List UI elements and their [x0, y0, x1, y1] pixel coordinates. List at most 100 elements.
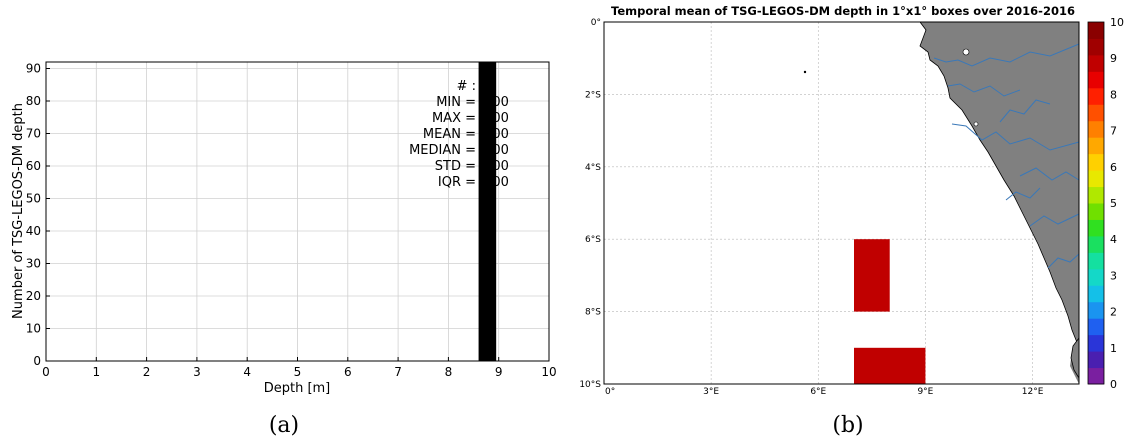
- histogram-y-axis-label: Number of TSG-LEGOS-DM depth: [11, 103, 26, 319]
- map-data-cells: [854, 239, 926, 384]
- colorbar-swatch: [1088, 71, 1104, 89]
- x-tick-label: 10: [541, 365, 556, 379]
- colorbar-swatch: [1088, 219, 1104, 237]
- stat-label: MEAN =: [423, 127, 476, 142]
- colorbar-swatch: [1088, 104, 1104, 122]
- x-tick-label: 0: [42, 365, 50, 379]
- colorbar-tick-label: 7: [1110, 125, 1117, 138]
- y-tick-label: 10: [26, 322, 41, 336]
- histogram-y-ticks: 0 10 20 30 40 50 60 70 80 90: [26, 62, 50, 368]
- panel-b-caption: (b): [832, 413, 863, 438]
- stat-label: MIN =: [436, 95, 476, 110]
- x-tick-label: 7: [394, 365, 402, 379]
- colorbar-frame: [1087, 21, 1105, 385]
- colorbar-swatch: [1088, 137, 1104, 155]
- data-cell: [854, 347, 926, 384]
- stat-label: MAX =: [432, 111, 476, 126]
- colorbar-swatch: [1088, 170, 1104, 188]
- latitude-tick-label: 0°: [591, 18, 601, 28]
- colorbar-swatch: [1088, 22, 1104, 39]
- y-tick-label: 80: [26, 94, 41, 108]
- colorbar: 0 1 2 3 4 5 6 7 8 9 10: [1087, 16, 1124, 391]
- x-tick-label: 4: [243, 365, 251, 379]
- colorbar-tick-label: 6: [1110, 161, 1117, 174]
- x-tick-label: 3: [193, 365, 201, 379]
- stat-value: 0.00: [480, 159, 509, 174]
- colorbar-swatch: [1088, 203, 1104, 220]
- colorbar-swatch: [1088, 285, 1104, 303]
- longitude-tick-label: 6°E: [810, 387, 826, 397]
- colorbar-tick-label: 5: [1110, 197, 1117, 210]
- y-tick-label: 50: [26, 192, 41, 206]
- y-tick-label: 20: [26, 289, 41, 303]
- colorbar-swatch: [1088, 334, 1104, 352]
- colorbar-tick-label: 2: [1110, 306, 1117, 319]
- panel-a-caption: (a): [269, 413, 299, 438]
- map-longitude-ticks: 0° 3°E 6°E 9°E 12°E: [605, 387, 1044, 397]
- colorbar-tick-label: 1: [1110, 342, 1117, 355]
- latitude-tick-label: 10°S: [579, 380, 601, 390]
- colorbar-tick-label: 4: [1110, 233, 1117, 246]
- stat-value: 0.00: [480, 175, 509, 190]
- latitude-tick-label: 4°S: [585, 163, 601, 173]
- colorbar-swatch: [1088, 268, 1104, 286]
- colorbar-swatch: [1088, 120, 1104, 138]
- colorbar-swatch: [1088, 38, 1104, 56]
- histogram-x-ticks: 0 1 2 3 4 5 6 7 8 9 10: [42, 357, 557, 379]
- colorbar-tick-label: 0: [1110, 378, 1117, 391]
- colorbar-swatch: [1088, 87, 1104, 105]
- x-tick-label: 8: [445, 365, 453, 379]
- colorbar-swatch: [1088, 252, 1104, 270]
- map-rivers: [933, 43, 1080, 269]
- histogram-stats-box: # : 92 MIN = 9.00 MAX = 9.00 MEAN = 9.00 MEDIAN …: [409, 79, 509, 190]
- stat-label: # :: [457, 79, 476, 94]
- colorbar-swatch: [1088, 367, 1104, 385]
- colorbar-swatch: [1088, 54, 1104, 72]
- stat-value: 9.00: [480, 127, 509, 142]
- x-tick-label: 6: [344, 365, 352, 379]
- map-panel: Temporal mean of TSG-LEGOS-DM depth in 1…: [579, 4, 1124, 438]
- x-tick-label: 9: [495, 365, 503, 379]
- y-tick-label: 30: [26, 257, 41, 271]
- map-land: [803, 21, 1080, 384]
- y-tick-label: 40: [26, 224, 41, 238]
- colorbar-tick-label: 10: [1110, 16, 1124, 29]
- stat-value: 92: [480, 79, 497, 94]
- colorbar-tick-label: 9: [1110, 52, 1117, 65]
- y-tick-label: 0: [33, 354, 41, 368]
- longitude-tick-label: 12°E: [1022, 387, 1044, 397]
- y-tick-label: 60: [26, 159, 41, 173]
- stat-value: 9.00: [480, 95, 509, 110]
- map-latitude-ticks: 0° 2°S 4°S 6°S 8°S 10°S: [579, 18, 601, 390]
- x-tick-label: 5: [294, 365, 302, 379]
- colorbar-swatch: [1088, 153, 1104, 171]
- colorbar-swatch: [1088, 351, 1104, 369]
- latitude-tick-label: 2°S: [585, 90, 601, 100]
- colorbar-tick-label: 8: [1110, 88, 1117, 101]
- y-tick-label: 70: [26, 127, 41, 141]
- colorbar-tick-label: 3: [1110, 269, 1117, 282]
- latitude-tick-label: 6°S: [585, 235, 601, 245]
- histogram-bar: [478, 62, 497, 361]
- stat-label: MEDIAN =: [409, 143, 476, 158]
- x-tick-label: 2: [143, 365, 151, 379]
- map-frame: [603, 21, 1080, 385]
- y-tick-label: 90: [26, 62, 41, 76]
- stat-value: 9.00: [480, 111, 509, 126]
- x-tick-label: 1: [92, 365, 100, 379]
- colorbar-swatch: [1088, 301, 1104, 319]
- latitude-tick-label: 8°S: [585, 308, 601, 318]
- colorbar-swatch: [1088, 318, 1104, 336]
- map-title: Temporal mean of TSG-LEGOS-DM depth in 1…: [611, 4, 1075, 18]
- histogram-x-axis-label: Depth [m]: [264, 381, 331, 396]
- stat-label: IQR =: [438, 175, 476, 190]
- histogram-bars: [478, 62, 497, 361]
- histogram-panel: 0 1 2 3 4 5 6 7 8 9 10 0 10 20 30 40 50 60 70 80 90 # : 92 MI…: [11, 61, 557, 438]
- island-dot: [803, 70, 807, 74]
- longitude-tick-label: 0°: [605, 387, 615, 397]
- stat-value: 9.00: [480, 143, 509, 158]
- longitude-tick-label: 9°E: [917, 387, 933, 397]
- colorbar-swatch: [1088, 235, 1104, 253]
- stat-label: STD =: [435, 159, 476, 174]
